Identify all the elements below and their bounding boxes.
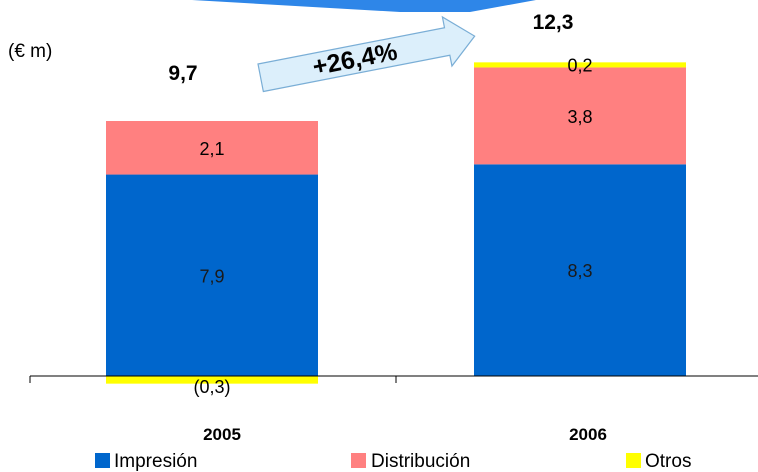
data-label-otros-2005: (0,3) (193, 377, 230, 397)
legend-label-impresion: Impresión (114, 451, 197, 472)
segment-labels-group: 7,9 2,1 (0,3) 8,3 3,8 0,2 (193, 55, 592, 397)
growth-arrow: +26,4% (257, 15, 476, 93)
category-label-2005: 2005 (203, 425, 241, 444)
total-label-2006: 12,3 (533, 11, 574, 34)
legend-swatch-impresion (95, 453, 110, 468)
bar-segment-otros-2005 (106, 376, 318, 384)
bar-segment-distribucion-2005 (106, 121, 318, 175)
legend-label-otros: Otros (645, 451, 691, 472)
total-label-2005: 9,7 (168, 62, 197, 85)
legend: Impresión Distribución Otros (95, 451, 691, 472)
growth-arrow-shape (257, 15, 476, 93)
data-label-otros-2006: 0,2 (567, 55, 592, 75)
data-label-distribucion-2005: 2,1 (199, 139, 224, 159)
legend-swatch-distribucion (351, 453, 366, 468)
bar-segment-impresion-2005 (106, 174, 318, 376)
bars-group (106, 62, 686, 384)
unit-label: (€ m) (8, 41, 52, 62)
bar-segment-distribucion-2006 (474, 67, 686, 165)
data-label-distribucion-2006: 3,8 (567, 107, 592, 127)
data-label-impresion-2005: 7,9 (199, 266, 224, 286)
category-label-2006: 2006 (569, 425, 607, 444)
banner-arrow-shape (192, 0, 536, 12)
data-label-impresion-2006: 8,3 (567, 261, 592, 281)
growth-label: +26,4% (310, 38, 399, 82)
legend-swatch-otros (626, 453, 641, 468)
bar-segment-otros-2006 (474, 62, 686, 68)
bar-segment-impresion-2006 (474, 164, 686, 376)
legend-label-distribucion: Distribución (371, 451, 470, 472)
